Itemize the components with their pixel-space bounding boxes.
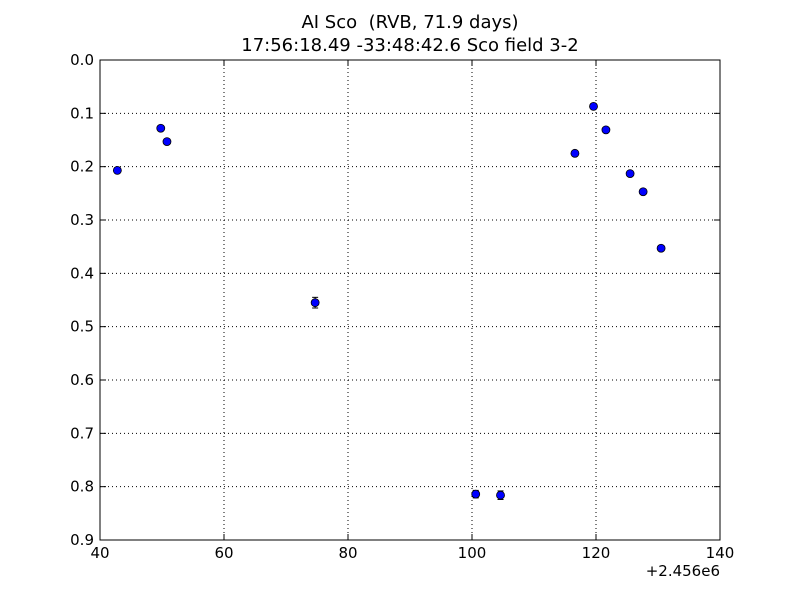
data-point	[638, 187, 648, 197]
y-tick-label: 0.9	[70, 531, 94, 549]
data-point	[162, 137, 172, 147]
chart-title: AI Sco (RVB, 71.9 days)	[301, 12, 519, 33]
grid-lines	[100, 60, 720, 540]
data-point	[156, 123, 166, 133]
y-tick-label: 0.6	[70, 371, 94, 389]
y-tick-label: 0.3	[70, 211, 94, 229]
data-point	[570, 148, 580, 158]
axis-ticks	[99, 59, 721, 541]
y-tick-label: 0.8	[70, 478, 94, 496]
data-point	[112, 165, 122, 175]
x-tick-label: 100	[458, 544, 487, 562]
y-tick-label: 0.4	[70, 264, 94, 282]
y-tick-label: 0.2	[70, 158, 94, 176]
y-tick-label: 0.7	[70, 424, 94, 442]
data-point	[601, 125, 611, 135]
data-point	[310, 298, 320, 308]
data-point	[656, 243, 666, 253]
data-series	[112, 102, 666, 500]
tick-labels: 40 60 80 100 120 140 0.0 0.1 0.2 0.3 0.4 0.5 0.6 0.7 0…	[70, 51, 734, 562]
data-point	[625, 169, 635, 179]
x-tick-label: 140	[706, 544, 735, 562]
chart-subtitle: 17:56:18.49 -33:48:42.6 Sco field 3-2	[241, 35, 579, 56]
y-tick-label: 0.5	[70, 318, 94, 336]
x-offset-label: +2.456e6	[646, 562, 720, 580]
x-tick-label: 120	[582, 544, 611, 562]
data-point	[471, 489, 481, 499]
y-tick-label: 0.1	[70, 104, 94, 122]
x-tick-label: 60	[214, 544, 233, 562]
data-point	[589, 102, 598, 111]
plot-frame	[99, 59, 721, 541]
x-tick-label: 40	[90, 544, 109, 562]
data-point	[496, 490, 505, 500]
y-tick-label: 0.0	[70, 51, 94, 69]
x-tick-label: 80	[338, 544, 357, 562]
